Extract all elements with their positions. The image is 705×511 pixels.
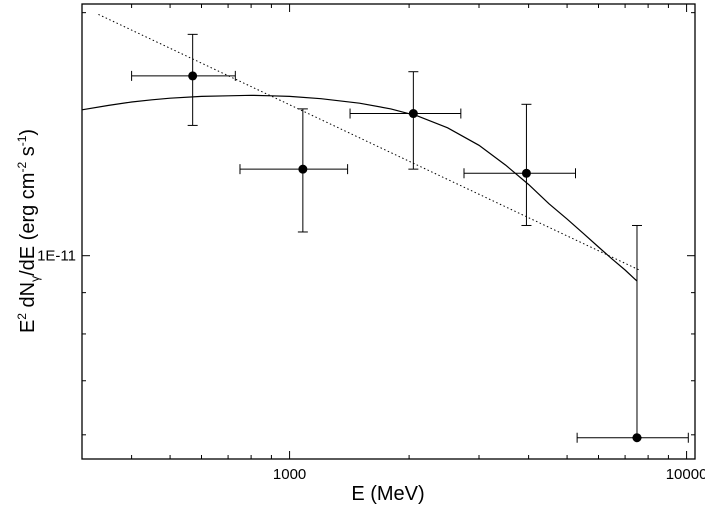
data-points	[131, 33, 689, 443]
curved-fit-line	[81, 94, 638, 282]
x-tick-label: 10000	[666, 466, 705, 483]
data-point-4	[463, 103, 576, 226]
y-tick-label: 1E-11	[37, 248, 76, 265]
data-marker	[188, 71, 198, 81]
data-point-3	[349, 71, 462, 170]
x-axis-label: E (MeV)	[351, 483, 424, 505]
x-tick-label: 1000	[273, 466, 306, 483]
y-axis-label: E2 dNγ/dE (erg cm-2 s-1)	[15, 129, 42, 333]
data-marker	[298, 164, 308, 174]
data-point-1	[131, 33, 236, 126]
fit-lines	[81, 13, 640, 282]
data-marker	[632, 433, 642, 443]
data-marker	[408, 109, 418, 119]
data-point-2	[239, 108, 349, 233]
x-axis-ticks: 1000 10000	[81, 4, 705, 483]
data-point-5	[576, 224, 689, 443]
power-law-fit-line	[98, 13, 640, 271]
data-marker	[521, 168, 531, 178]
y-axis-ticks: 1E-11	[37, 12, 695, 436]
plot-frame	[81, 3, 696, 460]
